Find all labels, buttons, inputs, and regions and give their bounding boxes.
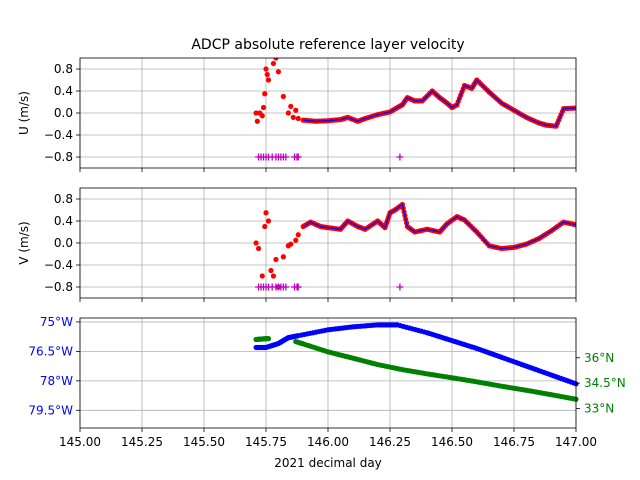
plot-frame — [79, 317, 577, 429]
data-layer — [253, 58, 576, 161]
raw-point — [253, 110, 259, 116]
y-axis-label: V (m/s) — [17, 221, 31, 264]
smoothed-line — [303, 78, 576, 127]
y-tick-label: 0.4 — [54, 214, 73, 228]
y-tick-label: 0.4 — [54, 84, 73, 98]
y-tick-label: −0.4 — [44, 128, 73, 142]
raw-point — [253, 240, 259, 246]
y-tick-label: −0.8 — [44, 150, 73, 164]
y-tick-label-left: 78°W — [40, 374, 73, 388]
flag-marker — [396, 153, 404, 161]
x-tick-label: 145.50 — [183, 435, 225, 449]
y-tick-label-left: 79.5°W — [28, 403, 73, 417]
x-tick-label: 146.00 — [307, 435, 349, 449]
x-tick-label: 147.00 — [555, 435, 597, 449]
raw-point — [268, 267, 274, 274]
raw-point — [295, 115, 301, 122]
raw-point — [288, 241, 294, 247]
chart-title: ADCP absolute reference layer velocity — [191, 37, 464, 53]
raw-point — [262, 223, 268, 230]
flag-marker — [294, 283, 302, 291]
position-panel: 75°W 76.5°W 78°W 79.5°W 36°N 34.5°N 33°N 145.00… — [28, 315, 625, 470]
x-tick-label: 145.25 — [121, 435, 163, 449]
plot-frame — [79, 187, 577, 299]
x-tick-label: 145.00 — [59, 435, 101, 449]
raw-point — [285, 110, 291, 116]
latitude-point — [265, 336, 272, 342]
raw-point — [280, 254, 286, 260]
u-panel: 0.8 0.4 0.0 −0.4 −0.8 U (m/s) — [17, 57, 577, 172]
smoothed-line — [302, 203, 576, 250]
raw-point — [270, 60, 277, 67]
y-tick-label-left: 75°W — [40, 315, 73, 329]
raw-point — [259, 113, 265, 119]
raw-point — [254, 118, 260, 124]
raw-point — [280, 93, 286, 100]
flag-marker — [282, 283, 290, 291]
y-tick-label-right: 33°N — [584, 402, 614, 416]
raw-point — [264, 71, 270, 78]
raw-point — [293, 237, 299, 243]
raw-point — [263, 210, 269, 216]
raw-point — [295, 232, 301, 238]
flag-marker — [294, 153, 302, 161]
raw-point — [290, 114, 296, 120]
v-panel: 0.8 0.4 0.0 −0.4 −0.8 V (m/s) — [17, 187, 577, 302]
raw-point — [259, 273, 265, 279]
raw-point — [270, 273, 277, 279]
y-tick-label-left: 76.5°W — [28, 344, 73, 358]
raw-point — [263, 66, 269, 72]
raw-point — [262, 91, 268, 97]
y-tick-label: 0.0 — [54, 106, 73, 120]
x-tick-label: 146.50 — [431, 435, 473, 449]
data-layer — [253, 201, 576, 291]
y-tick-label-right: 34.5°N — [584, 376, 626, 390]
x-axis-label: 2021 decimal day — [274, 456, 382, 470]
flag-marker — [396, 283, 404, 291]
y-tick-label-right: 36°N — [584, 351, 614, 365]
flag-marker — [282, 153, 290, 161]
raw-point — [265, 218, 272, 224]
raw-point — [293, 107, 299, 113]
x-tick-label: 146.25 — [369, 435, 411, 449]
y-tick-label: −0.8 — [44, 280, 73, 294]
raw-point — [273, 58, 279, 61]
y-tick-label: 0.8 — [54, 62, 73, 76]
raw-point — [255, 245, 262, 252]
y-tick-label: 0.0 — [54, 236, 73, 250]
raw-point — [273, 256, 279, 263]
y-tick-label: 0.8 — [54, 192, 73, 206]
y-tick-label: −0.4 — [44, 258, 73, 272]
plot-frame — [79, 57, 577, 169]
y-axis-label: U (m/s) — [17, 91, 31, 135]
x-tick-label: 146.75 — [493, 435, 535, 449]
raw-point — [260, 104, 267, 111]
raw-point — [275, 69, 281, 75]
x-tick-label: 145.75 — [245, 435, 287, 449]
raw-point — [265, 77, 272, 83]
raw-point — [288, 103, 294, 109]
